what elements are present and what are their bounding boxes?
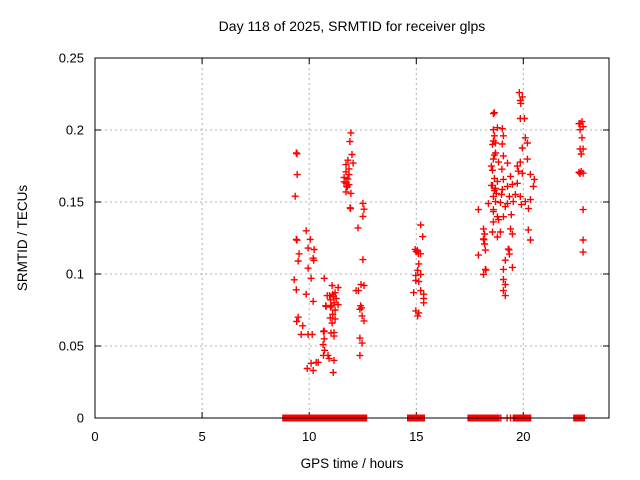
y-tick-label: 0.05 (59, 339, 84, 354)
x-tick-label: 10 (302, 429, 316, 444)
y-tick-labels: 0 0.05 0.1 0.15 0.2 0.25 (59, 51, 84, 426)
y-tick-label: 0.25 (59, 51, 84, 66)
data-points (290, 89, 587, 422)
y-tick-label: 0.2 (66, 123, 84, 138)
x-tick-label: 20 (516, 429, 530, 444)
axis-ticks (94, 57, 609, 419)
y-tick-label: 0 (77, 411, 84, 426)
x-tick-label: 0 (91, 429, 98, 444)
plot-border (94, 57, 610, 419)
chart-title: Day 118 of 2025, SRMTID for receiver glp… (219, 18, 486, 34)
y-tick-label: 0.1 (66, 267, 84, 282)
x-tick-label: 5 (198, 429, 205, 444)
grid-lines (95, 58, 609, 418)
y-tick-label: 0.15 (59, 195, 84, 210)
x-axis-label: GPS time / hours (301, 456, 404, 471)
scatter-plus-markers (290, 89, 587, 422)
y-axis-label: SRMTID / TECUs (15, 185, 30, 292)
x-tick-labels: 0 5 10 15 20 (91, 429, 530, 444)
x-tick-label: 15 (409, 429, 423, 444)
